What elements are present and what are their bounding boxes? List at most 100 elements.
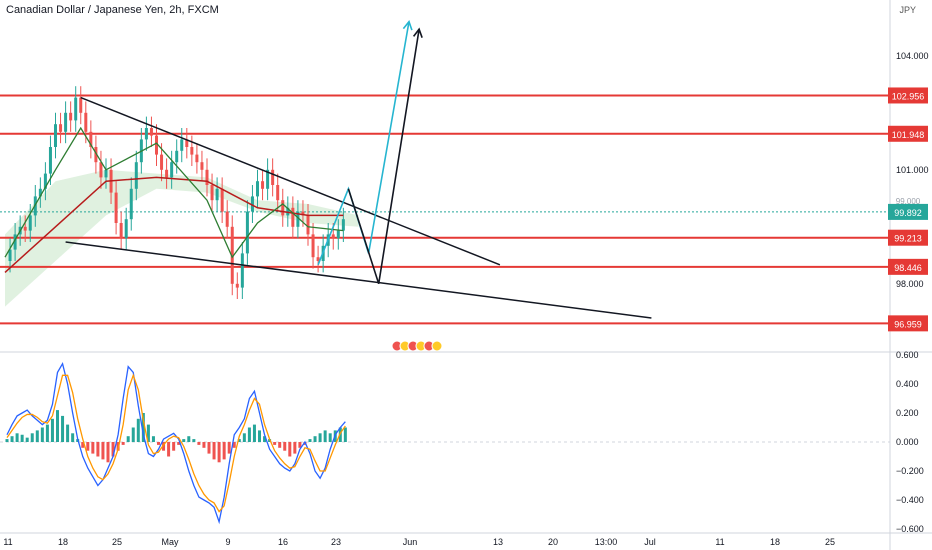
candle-body <box>296 211 300 227</box>
candle-body <box>99 162 103 178</box>
histogram-bar <box>56 410 59 442</box>
candle-body <box>149 128 153 136</box>
histogram-bar <box>30 433 34 442</box>
price-label: 99.213 <box>894 234 922 244</box>
oscillator-tick-label: 0.000 <box>896 437 919 447</box>
histogram-bar <box>242 433 246 442</box>
histogram-bar <box>81 442 85 448</box>
candle-body <box>74 97 78 121</box>
time-tick-label: 16 <box>278 537 288 547</box>
candle-body <box>220 188 224 212</box>
oscillator-tick-label: 0.600 <box>896 350 919 360</box>
histogram-bar <box>141 413 145 442</box>
price-tick-label: 98.000 <box>896 279 924 289</box>
candle-body <box>341 219 345 231</box>
price-label: 98.446 <box>894 263 922 273</box>
candle-body <box>230 226 234 284</box>
histogram-bar <box>288 442 292 457</box>
histogram-bar <box>66 424 70 442</box>
histogram-bar <box>217 442 221 463</box>
histogram-bar <box>106 442 110 463</box>
candle-body <box>170 162 174 178</box>
signal-line <box>6 373 346 513</box>
candle-body <box>245 211 249 254</box>
histogram-bar <box>146 424 150 442</box>
histogram-bar <box>323 430 327 442</box>
oscillator-tick-label: 0.400 <box>896 379 919 389</box>
histogram-bar <box>263 436 267 442</box>
histogram-bar <box>111 442 115 457</box>
candle-body <box>301 211 305 216</box>
price-label-box <box>888 87 928 104</box>
candle-body <box>114 192 118 223</box>
histogram-bar <box>212 442 216 460</box>
histogram-bar <box>202 442 206 448</box>
candle-body <box>180 139 184 151</box>
time-tick-label: 11 <box>715 537 724 547</box>
histogram-bar <box>15 433 19 442</box>
histogram-bar <box>283 442 287 451</box>
forecast-path-black <box>347 29 420 285</box>
candle-body <box>23 226 27 231</box>
histogram-bar <box>197 442 201 445</box>
candle-body <box>79 97 83 113</box>
candle-body <box>89 131 93 147</box>
oscillator-tick-label: −0.400 <box>896 495 924 505</box>
tenkan-line <box>4 126 344 259</box>
histogram-bar <box>40 427 44 442</box>
histogram-bar <box>192 439 196 442</box>
price-tick-label: 101.000 <box>896 165 929 175</box>
histogram-bar <box>172 442 176 451</box>
histogram-bar <box>157 442 160 445</box>
histogram-bar <box>50 418 54 442</box>
candle-body <box>28 215 32 231</box>
symbol-title[interactable]: Canadian Dollar / Japanese Yen, 2h, FXCM <box>6 4 219 16</box>
histogram-bar <box>91 442 95 454</box>
time-tick-label: Jun <box>403 537 418 547</box>
candle-body <box>200 162 204 170</box>
candle-body <box>84 112 88 132</box>
kijun-line <box>4 176 344 273</box>
candle-body <box>316 257 320 261</box>
price-label-box <box>888 315 928 332</box>
oscillator-tick-label: −0.600 <box>896 524 924 534</box>
oscillator-tick-label: 0.200 <box>896 408 919 418</box>
histogram-bar <box>71 433 75 442</box>
candle-body <box>210 185 214 201</box>
histogram-bar <box>25 437 29 442</box>
histogram-bar <box>273 442 277 445</box>
price-label-box <box>888 125 928 142</box>
candle-body <box>160 154 164 170</box>
candle-body <box>124 219 128 239</box>
histogram-bar <box>162 442 166 451</box>
candle-body <box>144 128 148 140</box>
histogram-bar <box>222 442 226 460</box>
histogram-bar <box>318 433 322 442</box>
time-tick-label: 25 <box>112 537 122 547</box>
time-tick-label: Jul <box>644 537 656 547</box>
histogram-bar <box>207 442 211 454</box>
candle-body <box>129 188 133 220</box>
histogram-bar <box>247 427 251 442</box>
time-tick-label: 18 <box>770 537 780 547</box>
histogram-bar <box>227 442 231 454</box>
candle-body <box>38 188 42 197</box>
candle-body <box>8 249 12 261</box>
candle-body <box>276 185 280 201</box>
histogram-bar <box>298 442 302 448</box>
candle-body <box>54 124 57 147</box>
histogram-bar <box>252 424 256 442</box>
time-tick-label: 13:00 <box>595 537 618 547</box>
forecast-path-cyan <box>317 21 410 266</box>
candle-body <box>266 169 270 189</box>
candle-body <box>225 211 229 227</box>
histogram-bar <box>177 442 181 445</box>
candle-body <box>250 196 254 212</box>
time-tick-label: 13 <box>493 537 503 547</box>
histogram-bar <box>35 430 39 442</box>
candle-body <box>190 147 194 155</box>
candle-body <box>311 234 315 258</box>
histogram-bar <box>61 415 65 442</box>
currency-label: JPY <box>899 5 916 15</box>
